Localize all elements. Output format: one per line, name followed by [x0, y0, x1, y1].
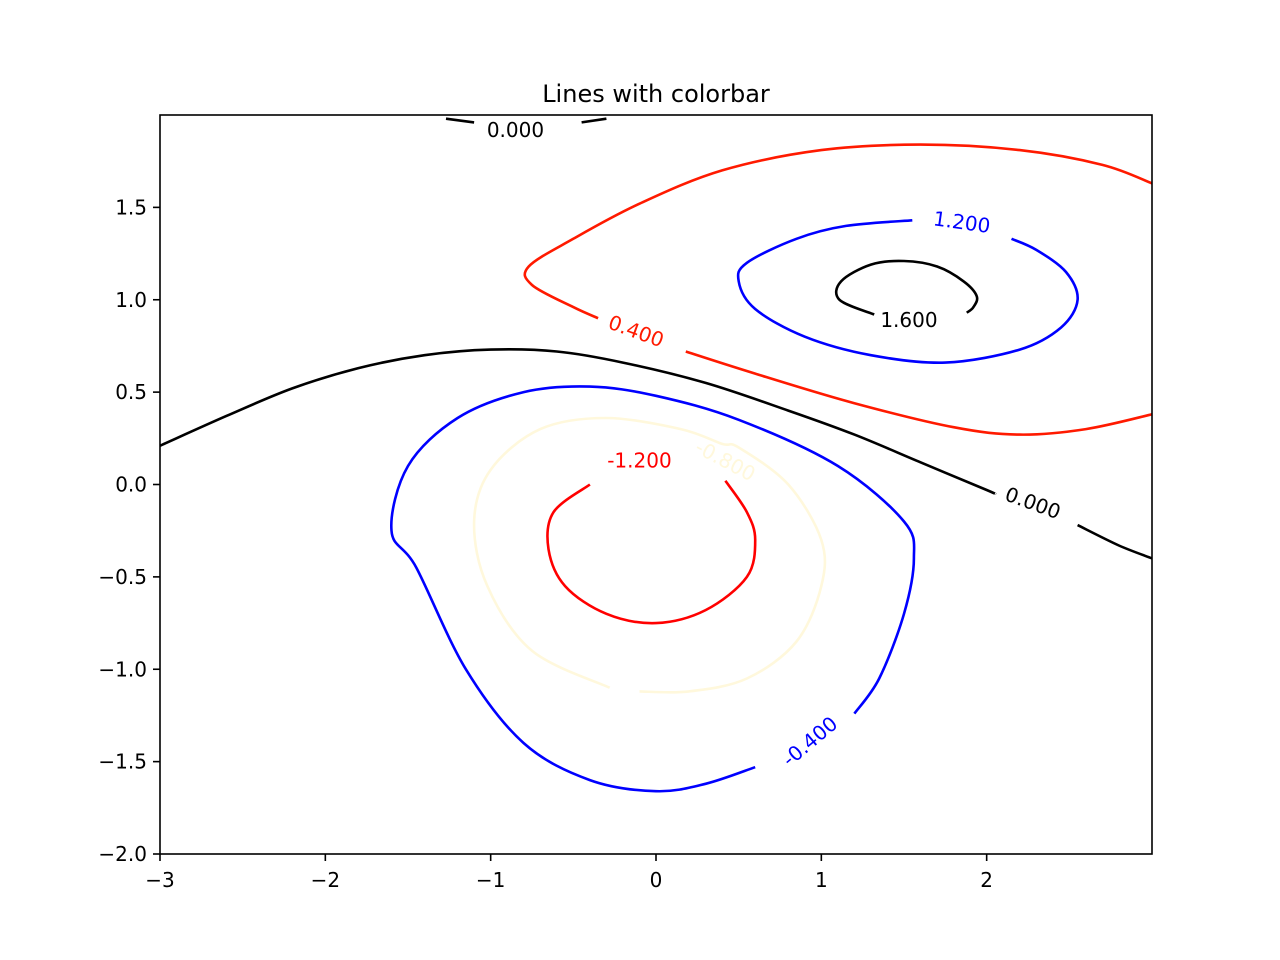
contour-label-1: 1.200: [932, 206, 992, 238]
contour-line-2-1: [685, 350, 1152, 436]
y-tick-label-3: −0.5: [98, 565, 147, 589]
x-tick-label-2: −1: [476, 868, 505, 892]
contour-label-0: 1.600: [880, 308, 937, 332]
x-tick-label-5: 2: [980, 868, 993, 892]
x-axis: −3 −2 −1 0 1 2: [145, 854, 993, 892]
contour-line-3-0: [160, 348, 997, 495]
y-tick-label-6: 1.0: [115, 288, 147, 312]
contour-line-3-1: [1077, 523, 1152, 560]
y-tick-label-4: 0.0: [115, 473, 147, 497]
x-tick-label-1: −2: [311, 868, 340, 892]
contour-line-6-0: [546, 480, 757, 625]
contour-line-0-0: [834, 259, 979, 316]
y-tick-label-7: 1.5: [115, 195, 147, 219]
contour-line-3-2: [445, 117, 475, 124]
y-tick-label-5: 0.5: [115, 380, 147, 404]
contour-lines: [160, 117, 1152, 793]
contour-line-3-3: [581, 117, 607, 124]
y-tick-label-2: −1.0: [98, 657, 147, 681]
x-tick-label-4: 1: [815, 868, 828, 892]
y-tick-label-0: −2.0: [98, 842, 147, 866]
contour-line-2-0: [523, 143, 1152, 320]
y-axis: −2.0 −1.5 −1.0 −0.5 0.0 0.5 1.0 1.5: [98, 195, 160, 866]
contour-label-5: -0.800: [691, 435, 759, 486]
contour-line-5-0: [472, 416, 827, 694]
chart-title: Lines with colorbar: [542, 80, 770, 108]
contour-label-4: -0.400: [777, 711, 842, 771]
x-tick-label-3: 0: [650, 868, 663, 892]
contour-label-3: 0.000: [1002, 482, 1064, 524]
y-tick-label-1: −1.5: [98, 750, 147, 774]
axes-frame: [159, 114, 1153, 855]
contour-label-6: -1.200: [607, 448, 671, 472]
contour-line-4-0: [390, 385, 916, 793]
x-tick-label-0: −3: [145, 868, 174, 892]
contour-line-1-0: [736, 219, 1079, 365]
contour-label-2: 0.400: [605, 310, 667, 352]
contour-label-3-b: 0.000: [487, 118, 544, 142]
